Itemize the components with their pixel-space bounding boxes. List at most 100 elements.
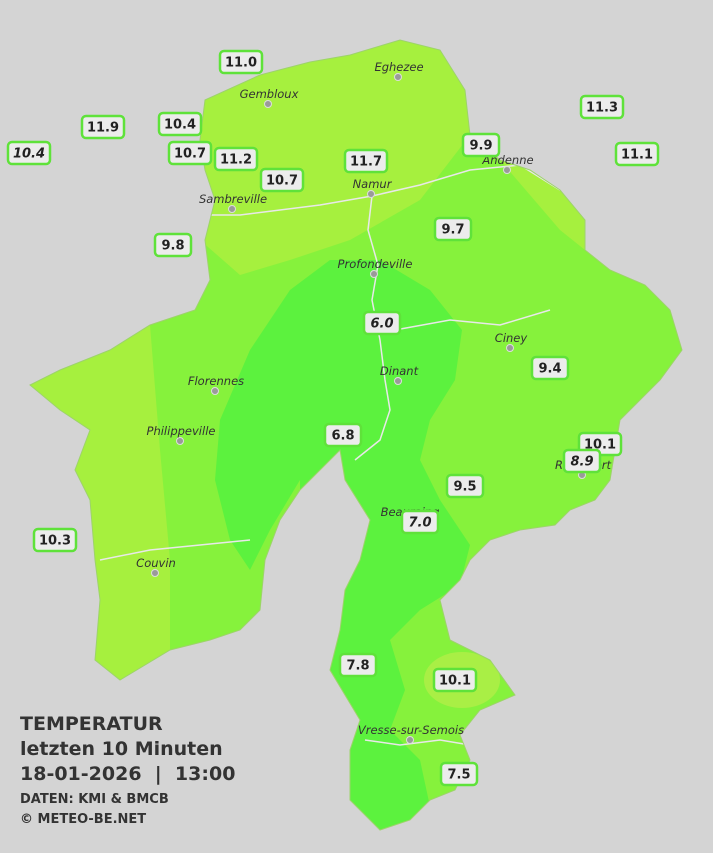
town-label: Profondeville [338, 257, 413, 271]
station-box [439, 761, 479, 787]
station: 10.7 [259, 167, 305, 193]
town-dot [394, 73, 402, 81]
town-label: Dinant [380, 364, 419, 378]
town-label: Sambreville [199, 192, 267, 206]
station-box [80, 114, 126, 140]
station-box [562, 448, 602, 474]
town-dot [370, 270, 378, 278]
station-box [362, 310, 402, 336]
station: 6.0 [362, 310, 402, 336]
town-dot [211, 387, 219, 395]
town-dot [394, 377, 402, 385]
station: 10.3 [32, 527, 78, 553]
station-value: 8.9 [570, 455, 593, 470]
station-value: 11.9 [87, 121, 119, 136]
station-value: 10.1 [439, 674, 471, 689]
station-box [445, 473, 485, 499]
station-value: 6.8 [331, 429, 354, 444]
station: 8.9 [562, 448, 602, 474]
station-value: 7.5 [447, 768, 470, 783]
station-box [32, 527, 78, 553]
station-box [167, 140, 213, 166]
station-box [614, 141, 660, 167]
station-value: 10.7 [266, 174, 298, 189]
station: 11.1 [614, 141, 660, 167]
station-box [530, 355, 570, 381]
legend-source: DATEN: KMI & BMCB [20, 792, 169, 807]
town-dot [406, 736, 414, 744]
town-label: Gembloux [240, 87, 299, 101]
station: 10.4 [6, 140, 52, 166]
station-box [433, 216, 473, 242]
town-dot [228, 205, 236, 213]
legend-title: TEMPERATUR [20, 713, 163, 735]
station-value: 11.7 [350, 155, 382, 170]
station-box [343, 148, 389, 174]
station-value: 9.4 [538, 362, 561, 377]
town-dot [176, 437, 184, 445]
station: 11.3 [579, 94, 625, 120]
station-box [259, 167, 305, 193]
station-value: 10.7 [174, 147, 206, 162]
station-value: 11.0 [225, 56, 257, 71]
station-box [213, 146, 259, 172]
station-value: 9.5 [453, 480, 476, 495]
town-label: Ciney [495, 331, 528, 345]
station: 9.8 [153, 232, 193, 258]
station-value: 9.8 [161, 239, 184, 254]
station: 11.0 [218, 49, 264, 75]
towns: EghezeeGemblouxAndenneNamurSambrevillePr… [136, 60, 612, 744]
station-value: 9.7 [441, 223, 464, 238]
station-value: 10.4 [13, 147, 45, 162]
station-box [579, 94, 625, 120]
legend-subtitle: letzten 10 Minuten [20, 738, 223, 760]
station-box [6, 140, 52, 166]
legend-datetime: 18-01-2026 | 13:00 [20, 763, 235, 785]
station: 7.8 [338, 652, 378, 678]
station: 9.4 [530, 355, 570, 381]
stations: 11.0 11.9 10.4 10.4 10.7 11.2 10.7 11.7 9.9 11.3 1… [6, 49, 660, 787]
station: 10.1 [432, 667, 478, 693]
town-dot [503, 166, 511, 174]
station-value: 11.1 [621, 148, 653, 163]
station-value: 6.0 [370, 317, 393, 332]
station-value: 10.3 [39, 534, 71, 549]
town-label: Florennes [188, 374, 244, 388]
station: 11.2 [213, 146, 259, 172]
town-dot [367, 190, 375, 198]
station: 10.4 [157, 111, 203, 137]
station-value: 11.2 [220, 153, 252, 168]
station-box [153, 232, 193, 258]
station-value: 11.3 [586, 101, 618, 116]
station-box [400, 509, 440, 535]
station-box [157, 111, 203, 137]
station: 11.7 [343, 148, 389, 174]
station: 9.7 [433, 216, 473, 242]
station-box [432, 667, 478, 693]
town-label: Namur [353, 177, 393, 191]
town-dot [151, 569, 159, 577]
station-value: 7.0 [408, 516, 431, 531]
town-dot [506, 344, 514, 352]
legend: TEMPERATUR letzten 10 Minuten 18-01-2026… [20, 713, 235, 827]
town-dot [264, 100, 272, 108]
station: 9.9 [461, 132, 501, 158]
station: 10.7 [167, 140, 213, 166]
station: 6.8 [323, 422, 363, 448]
station: 11.9 [80, 114, 126, 140]
station-box [338, 652, 378, 678]
station: 7.5 [439, 761, 479, 787]
town-label: Couvin [136, 556, 176, 570]
legend-copyright: © METEO-BE.NET [20, 812, 146, 827]
station: 9.5 [445, 473, 485, 499]
station-value: 10.4 [164, 118, 196, 133]
station-value: 7.8 [346, 659, 369, 674]
town-label: Eghezee [374, 60, 423, 74]
station-value: 9.9 [469, 139, 492, 154]
station-box [218, 49, 264, 75]
town-label: Philippeville [147, 424, 216, 438]
station-box [461, 132, 501, 158]
station-box [323, 422, 363, 448]
town-label: Vresse-sur-Semois [358, 723, 464, 737]
